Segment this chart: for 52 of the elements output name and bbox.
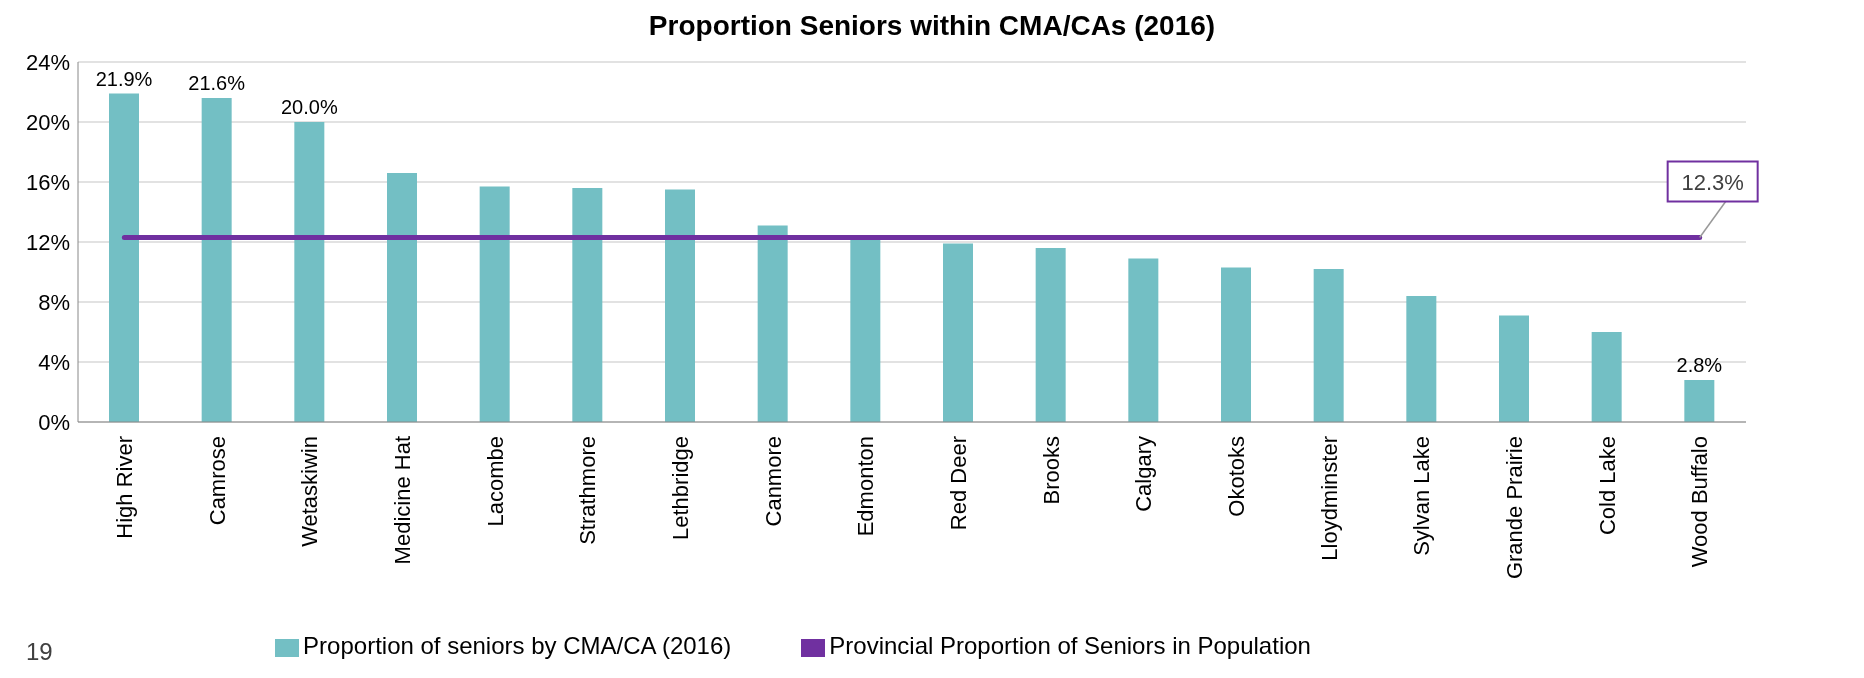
bar (479, 186, 510, 422)
x-tick-label: Lacombe (482, 436, 508, 527)
data-label: 2.8% (1676, 354, 1723, 376)
data-label: 12.3% (1681, 169, 1744, 195)
x-tick-label: Sylvan Lake (1409, 436, 1435, 556)
y-tick-label: 16% (25, 169, 70, 195)
bar (1035, 248, 1066, 422)
bar (1128, 258, 1159, 422)
x-tick-label: Calgary (1131, 436, 1157, 512)
y-tick-label: 20% (25, 109, 70, 135)
x-tick-label: High River (111, 436, 137, 539)
legend-label: Proportion of seniors by CMA/CA (2016) (303, 632, 732, 659)
bar (1406, 296, 1437, 422)
chart-title: Proportion Seniors within CMA/CAs (2016) (647, 9, 1217, 43)
x-tick-label: Wetaskiwin (297, 436, 323, 547)
x-tick-label: Strathmore (575, 436, 601, 545)
x-tick-label: Cold Lake (1594, 436, 1620, 536)
x-tick-label: Edmonton (853, 436, 879, 537)
x-tick-label: Brooks (1038, 436, 1064, 505)
x-tick-label: Canmore (760, 436, 786, 527)
x-tick-label: Grande Prairie (1501, 436, 1527, 580)
bar (1591, 332, 1622, 422)
y-tick-label: 0% (38, 409, 70, 435)
bar (757, 225, 788, 422)
x-tick-label: Lloydminster (1316, 436, 1342, 561)
bar (294, 122, 325, 422)
bar (109, 93, 139, 422)
y-tick-label: 8% (38, 289, 70, 315)
bar (1221, 267, 1251, 422)
bar (387, 173, 417, 422)
data-label: 21.6% (188, 72, 246, 94)
x-tick-label: Red Deer (945, 436, 971, 531)
bar (1313, 269, 1344, 422)
data-label: 20.0% (280, 96, 338, 118)
bar (943, 243, 973, 422)
y-tick-label: 24% (25, 49, 70, 75)
x-tick-label: Wood Buffalo (1687, 436, 1713, 568)
bar (665, 189, 695, 422)
x-tick-label: Medicine Hat (389, 436, 415, 565)
bar (572, 188, 603, 422)
bar (850, 239, 881, 422)
bar (1684, 380, 1715, 422)
y-tick-label: 12% (25, 229, 70, 255)
bar (201, 98, 232, 422)
x-tick-label: Okotoks (1223, 436, 1249, 517)
data-label: 21.9% (95, 67, 153, 90)
y-tick-label: 4% (38, 349, 70, 375)
legend-label: Provincial Proportion of Seniors in Population (829, 632, 1311, 659)
x-tick-label: Lethbridge (667, 436, 693, 540)
x-tick-label: Camrose (204, 436, 230, 526)
bar (1499, 315, 1529, 422)
text: 19 (26, 638, 53, 666)
